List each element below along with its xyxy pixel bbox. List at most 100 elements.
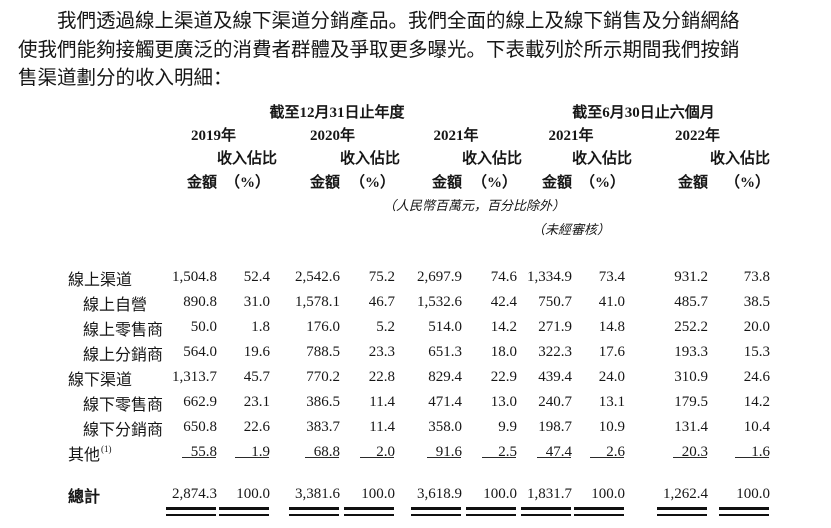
amount-cell: 50.0 (190, 319, 217, 335)
amount-cell: 47.4 (517, 444, 572, 461)
table-row: 其他(1) 55.8 1.9 68.8 2.0 91.6 2.5 47.4 2.… (57, 440, 770, 465)
percent-cell: 13.1 (598, 394, 625, 410)
amount-cell: 1,578.1 (295, 294, 340, 310)
percent-cell: 22.9 (490, 369, 517, 385)
percent-cell: 20.0 (743, 319, 770, 335)
amount-cell: 20.3 (625, 444, 708, 461)
percent-header: （%） (724, 175, 770, 191)
amount-cell: 383.7 (306, 419, 340, 435)
percent-cell: 15.3 (743, 344, 770, 360)
total-percent-cell: 100.0 (483, 486, 517, 502)
percent-cell: 73.4 (598, 269, 625, 285)
percent-cell: 38.5 (743, 294, 770, 310)
revenue-share-header: 收入佔比 (462, 151, 523, 167)
double-rule (219, 507, 269, 516)
double-rule (657, 507, 707, 516)
revenue-share-header: 收入佔比 (340, 151, 401, 167)
table-row: 線上渠道 1,504.8 52.4 2,542.6 75.2 2,697.9 7… (57, 265, 770, 290)
unaudited-note-row: （未經審核） (57, 214, 770, 238)
percent-cell: 10.4 (743, 419, 770, 435)
total-percent-cell: 100.0 (361, 486, 395, 502)
percent-cell: 2.0 (340, 444, 395, 461)
total-amount-cell: 1,831.7 (527, 486, 572, 502)
total-amount-cell: 3,381.6 (295, 486, 340, 502)
revenue-share-header: 收入佔比 (709, 151, 770, 167)
percent-cell: 75.2 (368, 269, 395, 285)
revenue-share-header: 收入佔比 (217, 151, 278, 167)
amount-cell: 2,697.9 (417, 269, 462, 285)
amount-cell: 2,542.6 (295, 269, 340, 285)
units-note: （人民幣百萬元，百分比除外） (383, 198, 566, 213)
pre-total-gap (57, 465, 770, 482)
double-rule (719, 507, 769, 516)
total-amount-cell: 1,262.4 (663, 486, 708, 502)
percent-cell: 24.6 (743, 369, 770, 385)
percent-cell: 24.0 (598, 369, 625, 385)
amount-header: 金額 (677, 175, 708, 191)
row-label: 其他(1) (68, 444, 112, 464)
year-header-2021: 2021年 (433, 128, 479, 144)
header-body-spacer (57, 238, 770, 265)
column-group-annual: 截至12月31日止年度 (269, 105, 405, 121)
table-row: 線上分銷商 564.0 19.6 788.5 23.3 651.3 18.0 3… (57, 340, 770, 365)
table-row: 線下零售商 662.9 23.1 386.5 11.4 471.4 13.0 2… (57, 390, 770, 415)
amount-cell: 91.6 (395, 444, 462, 461)
amount-cell: 1,504.8 (172, 269, 217, 285)
amount-cell: 564.0 (183, 344, 217, 360)
column-group-interim: 截至6月30日止六個月 (572, 105, 715, 121)
amount-cell: 55.8 (157, 444, 217, 461)
amount-cell: 386.5 (306, 394, 340, 410)
amount-cell: 1,334.9 (527, 269, 572, 285)
double-rule (289, 507, 339, 516)
percent-cell: 23.1 (243, 394, 270, 410)
amount-cell: 662.9 (183, 394, 217, 410)
amount-cell: 788.5 (306, 344, 340, 360)
row-label: 線上分銷商 (83, 346, 164, 364)
amount-cell: 931.2 (674, 269, 708, 285)
total-percent-cell: 100.0 (591, 486, 625, 502)
double-rule (411, 507, 461, 516)
percent-cell: 52.4 (243, 269, 270, 285)
row-label: 線下零售商 (83, 396, 164, 414)
percent-cell: 41.0 (598, 294, 625, 310)
percent-header: （%） (224, 175, 270, 191)
table-row: 線下分銷商 650.8 22.6 383.7 11.4 358.0 9.9 19… (57, 415, 770, 440)
amount-cell: 1,532.6 (417, 294, 462, 310)
total-amount-cell: 3,618.9 (417, 486, 462, 502)
percent-cell: 1.8 (251, 319, 270, 335)
percent-cell: 2.6 (572, 444, 625, 461)
amount-cell: 471.4 (428, 394, 462, 410)
row-label: 線上渠道 (68, 271, 133, 289)
row-label: 線上零售商 (83, 321, 164, 339)
total-amount-cell: 2,874.3 (172, 486, 217, 502)
double-rule (166, 507, 216, 516)
percent-cell: 1.6 (708, 444, 770, 461)
percent-cell: 46.7 (368, 294, 395, 310)
percent-cell: 14.8 (598, 319, 625, 335)
amount-cell: 310.9 (674, 369, 708, 385)
amount-cell: 358.0 (428, 419, 462, 435)
year-header-2022-interim: 2022年 (674, 128, 720, 144)
year-header-2019: 2019年 (190, 128, 236, 144)
percent-cell: 42.4 (490, 294, 517, 310)
percent-cell: 13.0 (490, 394, 517, 410)
year-header-2020: 2020年 (309, 128, 355, 144)
percent-cell: 11.4 (369, 394, 395, 410)
amount-cell: 322.3 (538, 344, 572, 360)
percent-cell: 31.0 (243, 294, 270, 310)
total-row: 總計 2,874.3 100.0 3,381.6 100.0 3,618.9 1… (57, 482, 770, 507)
amount-cell: 68.8 (270, 444, 340, 461)
amount-cell: 770.2 (306, 369, 340, 385)
amount-cell: 514.0 (428, 319, 462, 335)
percent-cell: 17.6 (598, 344, 625, 360)
unaudited-note: （未經審核） (531, 222, 610, 237)
amount-cell: 650.8 (183, 419, 217, 435)
percent-cell: 11.4 (369, 419, 395, 435)
paragraph-line: 我們透過線上渠道及線下渠道分銷產品。我們全面的線上及線下銷售及分銷網絡 (57, 11, 740, 32)
percent-cell: 45.7 (243, 369, 270, 385)
percent-cell: 22.8 (368, 369, 395, 385)
row-label: 線下分銷商 (83, 421, 164, 439)
footnote-marker: (1) (101, 444, 112, 455)
table-row: 線上自營 890.8 31.0 1,578.1 46.7 1,532.6 42.… (57, 290, 770, 315)
